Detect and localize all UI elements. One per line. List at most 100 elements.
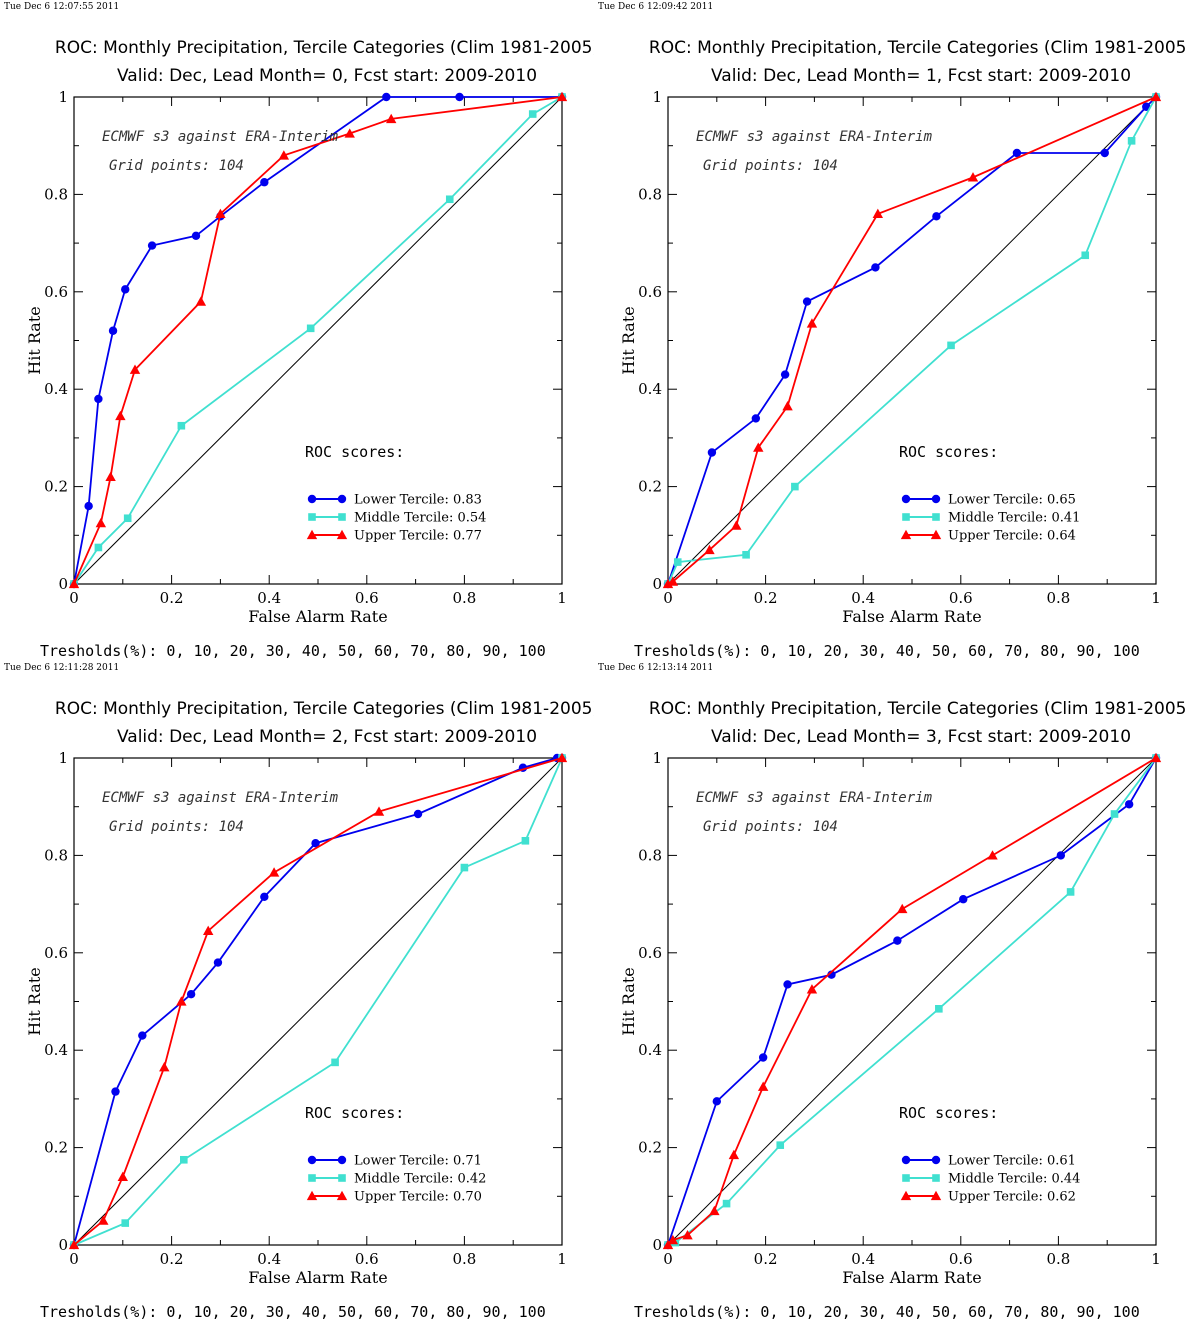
x-tick-label: 0.2: [754, 589, 778, 607]
x-tick-label: 0.6: [949, 589, 973, 607]
series-line-upper: [667, 96, 1157, 585]
data-point-upper: [662, 578, 674, 589]
legend-marker-middle: [308, 1174, 316, 1182]
data-point-lower: [1124, 800, 1134, 809]
data-point-upper: [386, 113, 397, 124]
data-point-upper: [662, 1239, 674, 1250]
x-tick-label: 0.4: [851, 1250, 875, 1268]
chart-title: ROC: Monthly Precipitation, Tercile Cate…: [649, 699, 1187, 719]
data-point-middle: [521, 836, 530, 845]
legend-marker-lower: [901, 494, 911, 504]
series-line-lower: [667, 757, 1157, 1246]
data-point-lower: [382, 92, 391, 102]
legend-marker-upper: [336, 1190, 348, 1201]
series-line-lower: [73, 96, 562, 585]
y-tick-label: 0: [58, 575, 68, 593]
data-point-upper: [195, 296, 207, 306]
y-tick-label: 0: [58, 1236, 68, 1254]
data-point-upper: [68, 1239, 80, 1250]
data-point-middle: [331, 1058, 339, 1067]
y-axis-label: Hit Rate: [619, 306, 638, 374]
legend-marker-lower: [307, 494, 317, 504]
y-tick-label: 0.8: [44, 185, 68, 203]
data-point-middle: [1110, 810, 1119, 818]
data-point-middle: [776, 1141, 785, 1149]
data-point-upper: [215, 208, 226, 219]
x-tick-label: 0.2: [160, 1250, 184, 1268]
x-axis-label: False Alarm Rate: [842, 1268, 981, 1287]
data-point-upper: [967, 172, 979, 182]
data-point-lower: [1142, 102, 1151, 111]
x-tick-label: 0.6: [355, 1250, 379, 1268]
data-point-lower: [1100, 148, 1109, 158]
legend-marker-lower: [931, 494, 941, 504]
data-point-upper: [115, 410, 126, 421]
data-point-lower: [758, 1053, 768, 1062]
legend-marker-middle: [902, 513, 910, 521]
legend-marker-lower: [931, 1155, 941, 1165]
data-point-upper: [667, 1234, 679, 1245]
y-tick-label: 1: [652, 88, 662, 106]
y-tick-label: 0.4: [638, 380, 662, 398]
data-point-upper: [129, 364, 141, 374]
y-tick-label: 0.2: [44, 1139, 68, 1157]
x-tick-label: 0: [69, 589, 79, 607]
y-tick-label: 1: [58, 88, 68, 106]
y-tick-label: 0: [652, 1236, 662, 1254]
data-point-middle: [935, 1005, 943, 1013]
x-tick-label: 0.2: [754, 1250, 778, 1268]
legend-label-upper: Upper Tercile: 0.62: [948, 1190, 1076, 1205]
y-tick-label: 0.6: [44, 944, 68, 962]
y-tick-label: 0: [652, 575, 662, 593]
grid-points-annotation: Grid points: 104: [703, 158, 838, 174]
legend-label-upper: Upper Tercile: 0.64: [948, 529, 1076, 544]
model-annotation: ECMWF s3 against ERA-Interim: [102, 790, 339, 806]
data-point-upper: [1150, 752, 1162, 763]
legend-marker-upper: [900, 529, 912, 540]
legend-marker-middle: [308, 513, 316, 521]
y-axis-label: Hit Rate: [619, 967, 638, 1035]
no-skill-diagonal: [73, 757, 563, 1246]
data-point-middle: [94, 543, 103, 552]
data-point-upper: [159, 1062, 170, 1072]
x-axis-label: False Alarm Rate: [248, 1268, 387, 1287]
legend-label-lower: Lower Tercile: 0.65: [948, 493, 1076, 508]
legend-marker-upper: [336, 529, 348, 540]
data-point-lower: [751, 414, 761, 423]
x-axis-label: False Alarm Rate: [842, 607, 981, 626]
data-point-middle: [1066, 888, 1075, 896]
roc-scores-heading: ROC scores:: [305, 1104, 404, 1122]
data-point-middle: [1081, 251, 1090, 260]
x-tick-label: 0.4: [851, 589, 875, 607]
y-tick-label: 0.8: [44, 846, 68, 864]
data-point-upper: [268, 867, 280, 877]
x-tick-label: 0: [663, 1250, 673, 1268]
legend-marker-lower: [337, 1155, 347, 1165]
data-point-lower: [455, 92, 464, 102]
model-annotation: ECMWF s3 against ERA-Interim: [696, 790, 933, 806]
x-tick-label: 0.2: [160, 589, 184, 607]
data-point-lower: [108, 326, 118, 335]
model-annotation: ECMWF s3 against ERA-Interim: [696, 129, 933, 145]
data-point-lower: [260, 178, 269, 187]
data-point-upper: [753, 442, 764, 452]
data-point-middle: [791, 482, 799, 491]
data-point-middle: [460, 863, 469, 872]
legend-marker-upper: [930, 1190, 942, 1201]
data-point-lower: [311, 839, 320, 848]
data-point-upper: [872, 208, 884, 219]
y-axis-label: Hit Rate: [25, 967, 44, 1035]
y-tick-label: 1: [58, 749, 68, 767]
legend-label-upper: Upper Tercile: 0.70: [354, 1190, 482, 1205]
y-tick-label: 0.4: [44, 1041, 68, 1059]
data-point-lower: [413, 809, 423, 819]
data-point-upper: [556, 91, 568, 102]
data-point-lower: [707, 448, 717, 457]
legend-label-middle: Middle Tercile: 0.42: [354, 1172, 486, 1187]
data-point-middle: [528, 110, 537, 118]
chart-subtitle: Valid: Dec, Lead Month= 2, Fcst start: 2…: [117, 727, 537, 747]
data-point-upper: [105, 471, 116, 482]
x-tick-label: 0: [663, 589, 673, 607]
x-tick-label: 0.8: [452, 589, 476, 607]
data-point-middle: [177, 421, 186, 430]
